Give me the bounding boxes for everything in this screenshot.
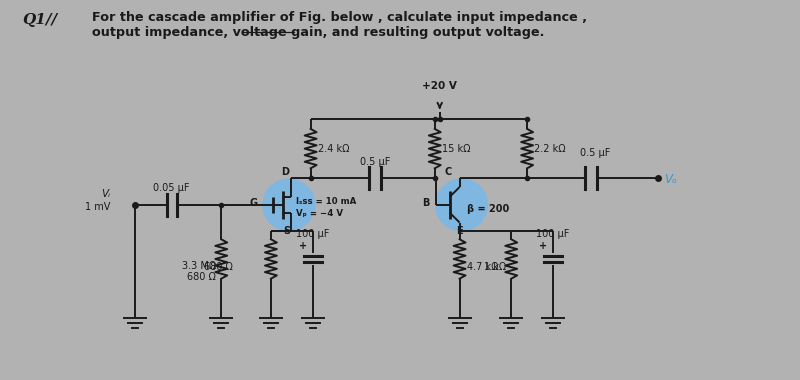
Text: E: E bbox=[456, 226, 463, 236]
Text: 100 μF: 100 μF bbox=[296, 229, 330, 239]
Text: Vᵢ: Vᵢ bbox=[101, 189, 110, 199]
Circle shape bbox=[263, 179, 314, 230]
Text: Q1//: Q1// bbox=[22, 13, 58, 27]
Text: G: G bbox=[249, 198, 257, 208]
Text: 680 Ω: 680 Ω bbox=[187, 272, 216, 282]
Circle shape bbox=[436, 179, 487, 230]
Text: 4.7 kΩ: 4.7 kΩ bbox=[466, 262, 498, 272]
Text: output impedance, voltage gain, and resulting output voltage.: output impedance, voltage gain, and resu… bbox=[92, 27, 545, 40]
Text: C: C bbox=[444, 167, 451, 177]
Text: +: + bbox=[539, 241, 547, 251]
Text: Iₛss = 10 mA: Iₛss = 10 mA bbox=[296, 197, 356, 206]
Text: For the cascade amplifier of Fig. below , calculate input impedance ,: For the cascade amplifier of Fig. below … bbox=[92, 11, 587, 24]
Text: β = 200: β = 200 bbox=[466, 204, 509, 214]
Text: +20 V: +20 V bbox=[422, 81, 457, 92]
Text: 0.05 μF: 0.05 μF bbox=[154, 183, 190, 193]
Text: +: + bbox=[298, 241, 307, 251]
Text: 0.5 μF: 0.5 μF bbox=[360, 157, 390, 167]
Text: 100 μF: 100 μF bbox=[536, 229, 570, 239]
Text: 15 kΩ: 15 kΩ bbox=[442, 144, 470, 154]
Text: S: S bbox=[283, 226, 290, 236]
Text: 1 kΩ: 1 kΩ bbox=[484, 262, 506, 272]
Text: 1 mV: 1 mV bbox=[85, 202, 110, 212]
Text: 2.2 kΩ: 2.2 kΩ bbox=[534, 144, 566, 154]
Text: 2.4 kΩ: 2.4 kΩ bbox=[318, 144, 349, 154]
Text: B: B bbox=[422, 198, 430, 208]
Text: D: D bbox=[281, 167, 289, 177]
Text: 0.5 μF: 0.5 μF bbox=[581, 149, 611, 158]
Text: Vₒ: Vₒ bbox=[664, 173, 677, 186]
Text: 680 Ω: 680 Ω bbox=[204, 262, 233, 272]
Text: Vₚ = −4 V: Vₚ = −4 V bbox=[296, 209, 342, 218]
Text: 3.3 MΩ: 3.3 MΩ bbox=[182, 261, 216, 271]
